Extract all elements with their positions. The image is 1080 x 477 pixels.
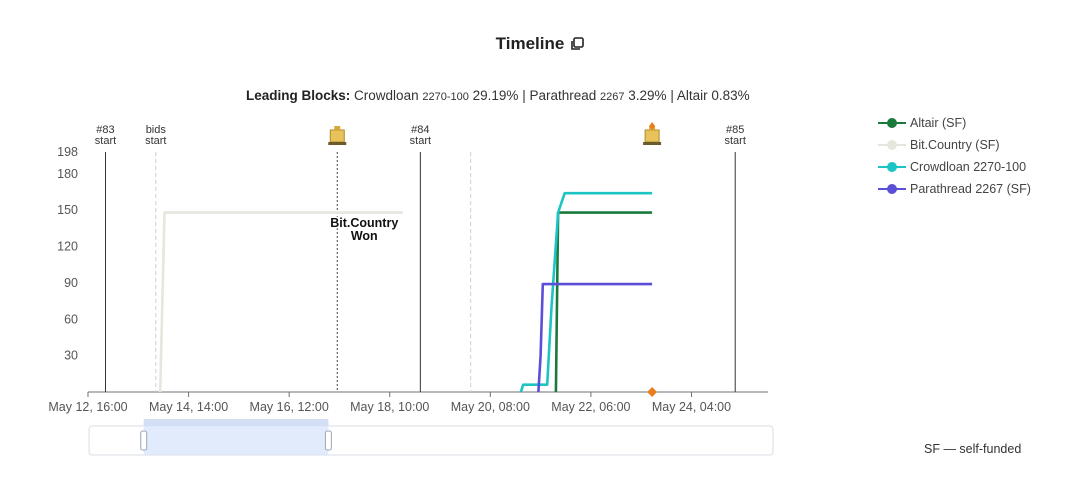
series-line-parathread-2267-sf [537, 282, 653, 393]
separator: | [670, 88, 674, 103]
crowdloan-pct: 29.19% [472, 88, 519, 103]
marker-sublabel-m85: start [724, 135, 745, 147]
marker-sublabel-m84: start [410, 135, 431, 147]
parathread-pct: 3.29% [628, 88, 667, 103]
legend-label: Crowdloan 2270-100 [910, 160, 1027, 174]
legend-item-altair-sf[interactable]: Altair (SF) [878, 112, 1031, 134]
zoom-handle-right[interactable] [324, 430, 332, 451]
legend-swatch [878, 140, 906, 150]
legend-label: Altair (SF) [910, 116, 967, 130]
self-funded-note: SF — self-funded [924, 442, 1022, 456]
crowdloan-name: Crowdloan [354, 88, 419, 103]
legend-swatch [878, 118, 906, 128]
x-tick-label: May 16, 12:00 [250, 400, 329, 414]
zoom-slider[interactable] [88, 419, 774, 456]
zoom-drag-bar[interactable] [143, 419, 329, 426]
y-tick-label: 90 [64, 276, 78, 290]
legend-label: Bit.Country (SF) [910, 138, 1000, 152]
series-line-altair-sf [554, 211, 653, 393]
timeline-title: Timeline [495, 34, 565, 53]
event-sublabel: Won [351, 229, 378, 243]
x-tick-label: May 20, 08:00 [451, 400, 530, 414]
y-tick-label: 60 [64, 312, 78, 326]
zoom-window[interactable] [143, 426, 329, 455]
parathread-id: 2267 [600, 91, 625, 103]
end-marker [647, 387, 658, 397]
x-tick-label: May 18, 10:00 [350, 400, 429, 414]
page-title: Timeline [0, 34, 1080, 56]
marker-label-m85: #85 [726, 124, 744, 136]
chart-legend: Altair (SF) Bit.Country (SF) Crowdloan 227… [878, 112, 1031, 200]
marker-sublabel-m83: start [95, 135, 116, 147]
parathread-name: Parathread [529, 88, 597, 103]
legend-item-parathread-2267-sf[interactable]: Parathread 2267 (SF) [878, 178, 1031, 200]
marker-label-mbids: bids [146, 124, 167, 136]
series-line-bit-country-sf [158, 211, 403, 393]
marker-label-m83: #83 [96, 124, 114, 136]
y-tick-label: 198 [57, 145, 78, 159]
x-tick-label: May 24, 04:00 [652, 400, 731, 414]
legend-item-crowdloan-2270-100[interactable]: Crowdloan 2270-100 [878, 156, 1031, 178]
x-tick-label: May 14, 14:00 [149, 400, 228, 414]
y-tick-label: 120 [57, 240, 78, 254]
series-line-crowdloan-2270-100 [519, 191, 653, 393]
crowdloan-id: 2270-100 [422, 91, 469, 103]
altair-text: Altair 0.83% [676, 88, 750, 103]
auction-icon [328, 126, 347, 145]
legend-swatch [878, 162, 906, 172]
auction-icon [643, 122, 662, 145]
leading-blocks: Leading Blocks: Crowdloan 2270-100 29.19… [246, 88, 750, 103]
copy-icon[interactable] [570, 36, 585, 56]
event-label: Bit.Country [330, 216, 398, 230]
y-tick-label: 150 [57, 203, 78, 217]
y-tick-label: 180 [57, 167, 78, 181]
x-tick-label: May 22, 06:00 [551, 400, 630, 414]
marker-label-m84: #84 [411, 124, 429, 136]
y-tick-label: 30 [64, 349, 78, 363]
legend-swatch [878, 184, 906, 194]
legend-label: Parathread 2267 (SF) [910, 182, 1031, 196]
marker-sublabel-mbids: start [145, 135, 166, 147]
x-tick-label: May 12, 16:00 [48, 400, 127, 414]
leading-blocks-label: Leading Blocks: [246, 88, 351, 103]
zoom-handle-left[interactable] [140, 430, 148, 451]
separator: | [522, 88, 526, 103]
legend-item-bit-country-sf[interactable]: Bit.Country (SF) [878, 134, 1031, 156]
